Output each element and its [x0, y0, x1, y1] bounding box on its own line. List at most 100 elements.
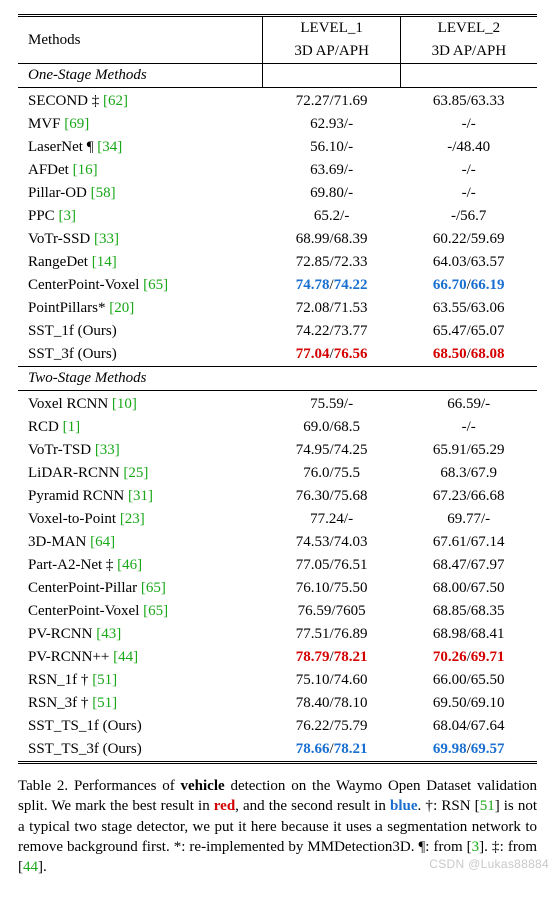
value-cell: -/56.7 [400, 205, 537, 228]
value-cell: 74.78/74.22 [263, 274, 400, 297]
value-cell: 65.91/65.29 [400, 439, 537, 462]
value-cell: 62.93/- [263, 113, 400, 136]
citation: [10] [112, 396, 137, 412]
citation: [62] [103, 93, 128, 109]
value-cell: 68.00/67.50 [400, 577, 537, 600]
value-cell: -/- [400, 159, 537, 182]
col-header-level1-a: LEVEL_1 [263, 16, 400, 41]
value-cell: 74.95/74.25 [263, 439, 400, 462]
citation: [3] [58, 208, 76, 224]
citation: [20] [109, 300, 134, 316]
value-cell: 68.47/67.97 [400, 554, 537, 577]
value-cell: 66.00/65.50 [400, 669, 537, 692]
table-row: VoTr-TSD [33]74.95/74.2565.91/65.29 [18, 439, 537, 462]
method-cell: CenterPoint-Voxel [65] [18, 600, 263, 623]
citation: [31] [128, 488, 153, 504]
method-cell: 3D-MAN [64] [18, 531, 263, 554]
table-row: PPC [3]65.2/--/56.7 [18, 205, 537, 228]
table-row: LaserNet ¶ [34]56.10/--/48.40 [18, 136, 537, 159]
method-cell: SST_1f (Ours) [18, 320, 263, 343]
method-cell: SST_3f (Ours) [18, 343, 263, 367]
citation: [1] [63, 419, 81, 435]
value-cell: 66.59/- [400, 393, 537, 416]
table-row: VoTr-SSD [33]68.99/68.3960.22/59.69 [18, 228, 537, 251]
method-cell: LaserNet ¶ [34] [18, 136, 263, 159]
value-cell: -/- [400, 416, 537, 439]
value-cell: 69.77/- [400, 508, 537, 531]
table-row: Part-A2-Net ‡ [46]77.05/76.5168.47/67.97 [18, 554, 537, 577]
value-cell: 69.98/69.57 [400, 738, 537, 763]
citation: [46] [117, 557, 142, 573]
section-one-stage: One-Stage Methods [18, 64, 263, 88]
value-cell: 78.66/78.21 [263, 738, 400, 763]
results-table: Methods LEVEL_1 LEVEL_2 3D AP/APH 3D AP/… [18, 14, 537, 764]
value-cell: 68.99/68.39 [263, 228, 400, 251]
citation: [16] [73, 162, 98, 178]
value-cell: 76.59/7605 [263, 600, 400, 623]
value-cell: 72.85/72.33 [263, 251, 400, 274]
value-cell: 77.04/76.56 [263, 343, 400, 367]
table-row: MVF [69]62.93/--/- [18, 113, 537, 136]
method-cell: VoTr-SSD [33] [18, 228, 263, 251]
method-cell: SECOND ‡ [62] [18, 90, 263, 113]
value-cell: 69.80/- [263, 182, 400, 205]
table-row: SST_3f (Ours)77.04/76.5668.50/68.08 [18, 343, 537, 367]
citation: [23] [120, 511, 145, 527]
method-cell: PV-RCNN [43] [18, 623, 263, 646]
table-row: 3D-MAN [64]74.53/74.0367.61/67.14 [18, 531, 537, 554]
value-cell: 74.22/73.77 [263, 320, 400, 343]
table-row: SST_TS_3f (Ours)78.66/78.2169.98/69.57 [18, 738, 537, 763]
citation: [25] [123, 465, 148, 481]
value-cell: 77.24/- [263, 508, 400, 531]
value-cell: 75.59/- [263, 393, 400, 416]
value-cell: 74.53/74.03 [263, 531, 400, 554]
col-header-level2-b: 3D AP/APH [400, 40, 537, 64]
citation: [51] [92, 672, 117, 688]
method-cell: MVF [69] [18, 113, 263, 136]
value-cell: 56.10/- [263, 136, 400, 159]
col-header-level1-b: 3D AP/APH [263, 40, 400, 64]
method-cell: CenterPoint-Pillar [65] [18, 577, 263, 600]
citation: [65] [143, 603, 168, 619]
citation: [34] [97, 139, 122, 155]
value-cell: 63.55/63.06 [400, 297, 537, 320]
value-cell: 77.51/76.89 [263, 623, 400, 646]
method-cell: RCD [1] [18, 416, 263, 439]
table-row: Voxel-to-Point [23]77.24/-69.77/- [18, 508, 537, 531]
method-cell: CenterPoint-Voxel [65] [18, 274, 263, 297]
value-cell: 70.26/69.71 [400, 646, 537, 669]
value-cell: 68.04/67.64 [400, 715, 537, 738]
method-cell: Voxel RCNN [10] [18, 393, 263, 416]
section-two-stage: Two-Stage Methods [18, 367, 537, 391]
table-row: Pillar-OD [58]69.80/--/- [18, 182, 537, 205]
method-cell: LiDAR-RCNN [25] [18, 462, 263, 485]
method-cell: SST_TS_1f (Ours) [18, 715, 263, 738]
table-row: LiDAR-RCNN [25]76.0/75.568.3/67.9 [18, 462, 537, 485]
value-cell: 64.03/63.57 [400, 251, 537, 274]
citation: [51] [92, 695, 117, 711]
method-cell: Voxel-to-Point [23] [18, 508, 263, 531]
citation: [65] [141, 580, 166, 596]
value-cell: 68.98/68.41 [400, 623, 537, 646]
value-cell: 67.23/66.68 [400, 485, 537, 508]
value-cell: 67.61/67.14 [400, 531, 537, 554]
citation: [65] [143, 277, 168, 293]
value-cell: 68.50/68.08 [400, 343, 537, 367]
value-cell: 76.10/75.50 [263, 577, 400, 600]
table-row: RSN_1f † [51]75.10/74.6066.00/65.50 [18, 669, 537, 692]
method-cell: AFDet [16] [18, 159, 263, 182]
method-cell: PV-RCNN++ [44] [18, 646, 263, 669]
value-cell: -/48.40 [400, 136, 537, 159]
citation: [69] [64, 116, 89, 132]
value-cell: 72.27/71.69 [263, 90, 400, 113]
method-cell: VoTr-TSD [33] [18, 439, 263, 462]
method-cell: RSN_3f † [51] [18, 692, 263, 715]
value-cell: -/- [400, 113, 537, 136]
value-cell: 69.50/69.10 [400, 692, 537, 715]
table-row: Pyramid RCNN [31]76.30/75.6867.23/66.68 [18, 485, 537, 508]
table-row: CenterPoint-Voxel [65]76.59/760568.85/68… [18, 600, 537, 623]
value-cell: 77.05/76.51 [263, 554, 400, 577]
watermark: CSDN @Lukas88884 [429, 857, 549, 871]
value-cell: 75.10/74.60 [263, 669, 400, 692]
method-cell: SST_TS_3f (Ours) [18, 738, 263, 763]
